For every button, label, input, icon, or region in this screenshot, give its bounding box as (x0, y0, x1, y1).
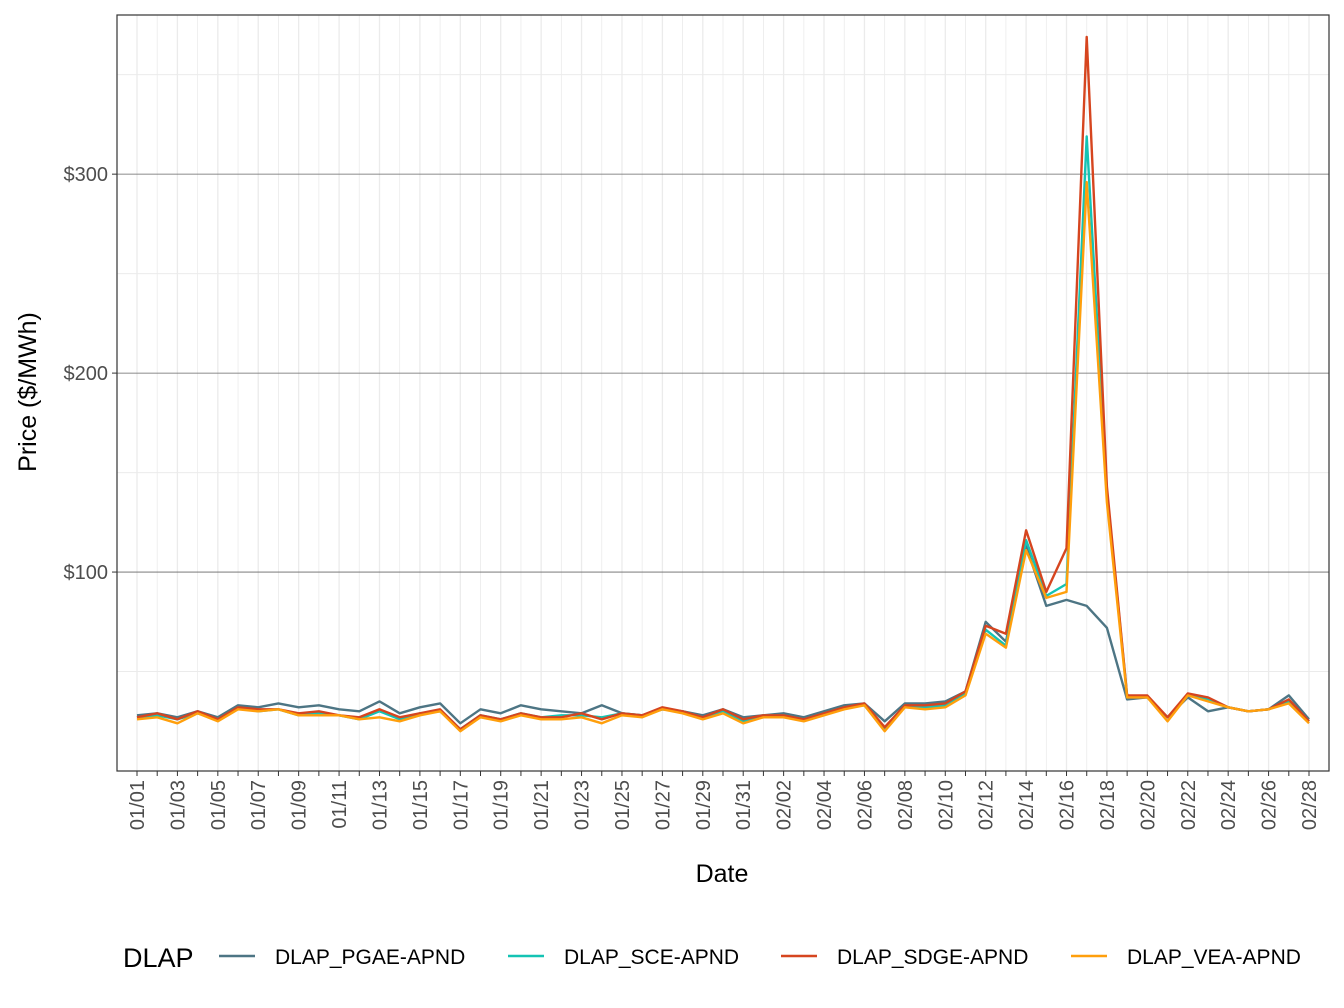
x-tick-label: 02/10 (935, 780, 957, 830)
x-tick-label: 01/15 (410, 780, 432, 830)
x-tick-label: 01/17 (450, 780, 472, 830)
legend-items: DLAP_PGAE-APND DLAP_SCE-APND DLAP_SDGE-APN… (219, 946, 1301, 969)
x-tick-label: 02/02 (774, 780, 796, 830)
x-tick-label: 01/27 (652, 780, 674, 830)
x-tick-label: 01/03 (167, 780, 189, 830)
x-tick-label: 01/13 (370, 780, 392, 830)
x-axis: 01/01 01/03 01/05 01/07 01/09 01/11 01/13 01/15… (127, 771, 1321, 830)
y-axis-title: Price ($/MWh) (14, 312, 42, 472)
legend-label: DLAP_VEA-APND (1127, 946, 1301, 969)
y-axis: $100 $200 $300 (64, 164, 117, 584)
y-tick-label: $200 (64, 363, 109, 385)
y-tick-label: $100 (64, 562, 109, 584)
x-axis-title: Date (696, 860, 749, 888)
x-tick-label: 01/21 (531, 780, 553, 830)
x-tick-label: 02/18 (1097, 780, 1119, 830)
legend-title: DLAP (123, 943, 194, 973)
x-tick-label: 02/20 (1137, 780, 1159, 830)
x-tick-label: 02/26 (1259, 780, 1281, 830)
series-line-dlap-vea-apnd (136, 180, 1310, 733)
x-tick-label: 01/07 (248, 780, 270, 830)
x-tick-label: 02/24 (1218, 780, 1240, 830)
legend: DLAP DLAP_PGAE-APND DLAP_SCE-APND DLAP_SDG… (123, 943, 1301, 973)
x-tick-label: 02/06 (854, 780, 876, 830)
x-tick-label: 01/23 (572, 780, 594, 830)
x-tick-label: 02/04 (814, 780, 836, 830)
x-tick-label: 01/05 (208, 780, 230, 830)
x-tick-label: 02/28 (1299, 780, 1321, 830)
series-lines (136, 35, 1310, 733)
x-tick-label: 01/25 (612, 780, 634, 830)
legend-label: DLAP_SDGE-APND (837, 946, 1028, 969)
x-tick-label: 02/22 (1178, 780, 1200, 830)
x-tick-label: 01/19 (491, 780, 513, 830)
legend-label: DLAP_SCE-APND (564, 946, 739, 969)
x-tick-label: 02/08 (895, 780, 917, 830)
x-tick-label: 01/11 (329, 780, 351, 829)
x-tick-label: 01/01 (127, 780, 149, 830)
x-tick-label: 02/16 (1057, 780, 1079, 830)
x-tick-label: 01/09 (289, 780, 311, 830)
y-tick-label: $300 (64, 164, 109, 186)
legend-label: DLAP_PGAE-APND (275, 946, 465, 969)
x-tick-label: 01/31 (733, 780, 755, 830)
x-tick-label: 02/14 (1016, 780, 1038, 830)
major-gridlines (117, 173, 1329, 573)
minor-gridlines (117, 15, 1329, 771)
x-tick-label: 01/29 (693, 780, 715, 830)
x-tick-label: 02/12 (976, 780, 998, 830)
